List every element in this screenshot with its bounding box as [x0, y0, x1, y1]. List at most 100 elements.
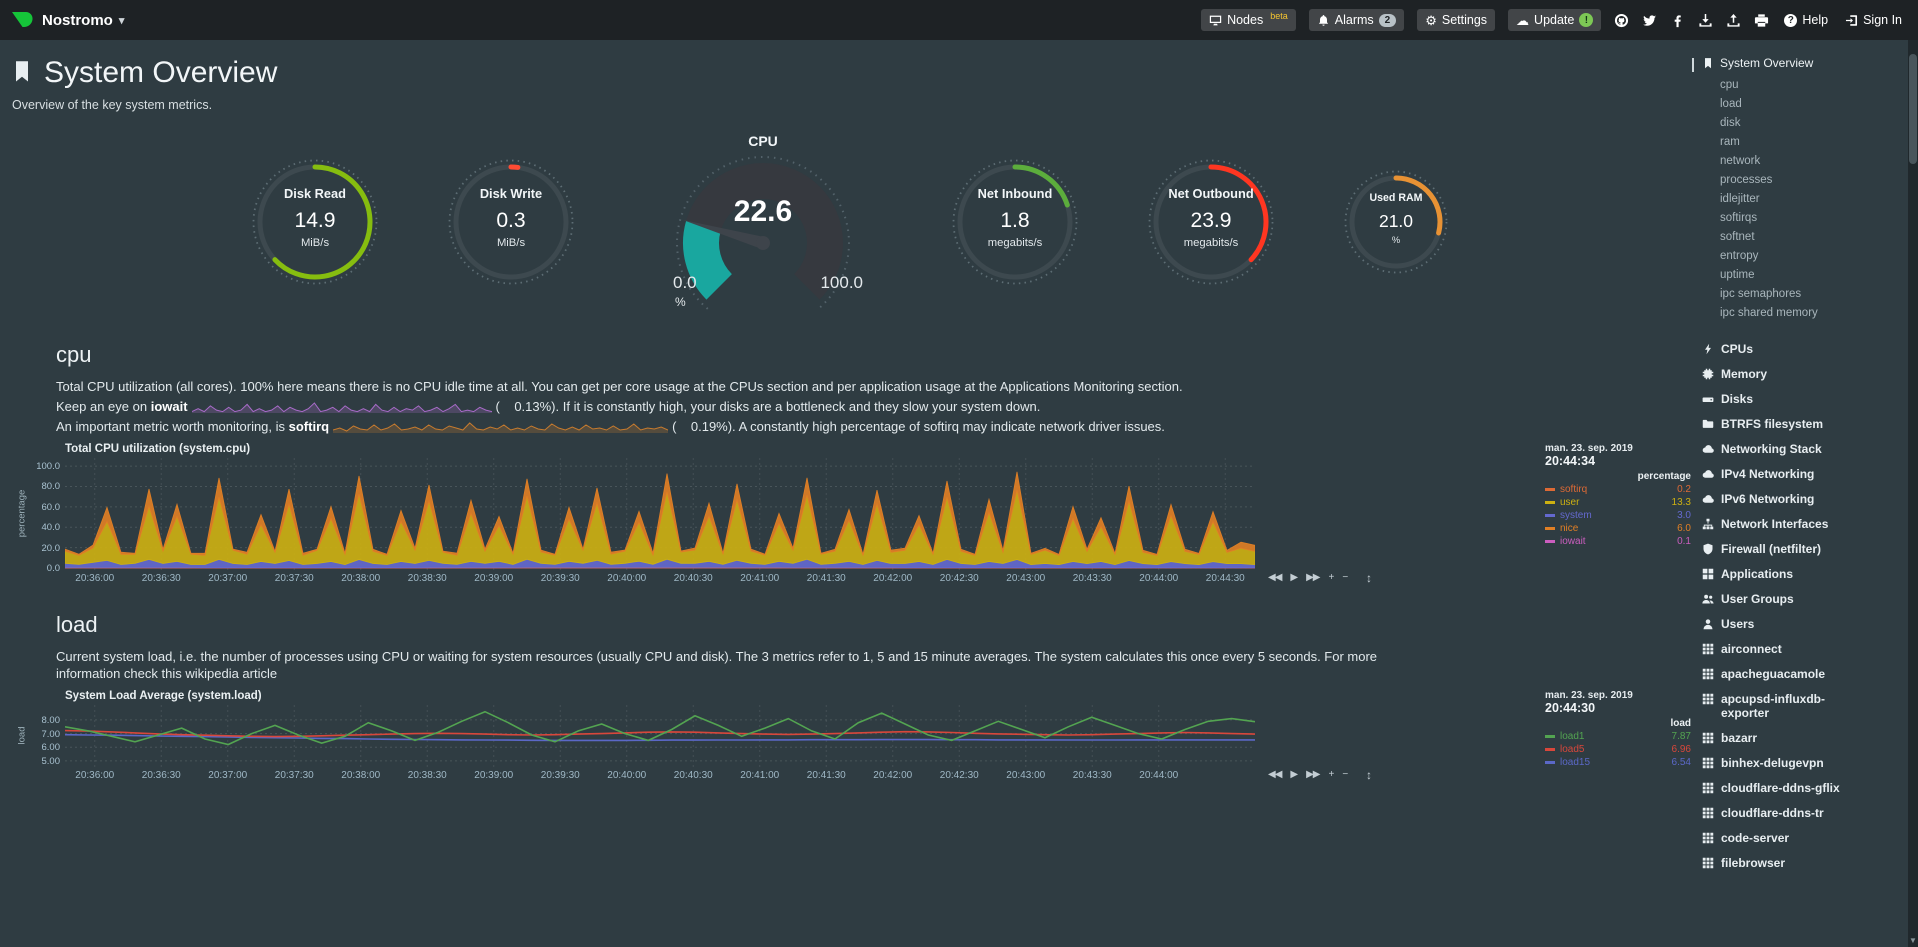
chart-legend: man. 23. sep. 2019 20:44:34 percentage soft…: [1545, 443, 1691, 547]
x-axis-tick: 20:38:00: [341, 573, 381, 584]
sidebar-item-ipc-shared-memory[interactable]: ipc shared memory: [1720, 307, 1818, 319]
sidebar-item-networking-stack[interactable]: Networking Stack: [1702, 437, 1900, 462]
cloud-icon: ☁: [1516, 12, 1530, 28]
gauge-net-outbound[interactable]: Net Outbound 23.9 megabits/s: [1147, 158, 1275, 286]
chart-zoom-in-button[interactable]: +: [1328, 769, 1334, 780]
x-axis-tick: 20:41:00: [740, 770, 780, 781]
chart-zoom-out-button[interactable]: −: [1342, 572, 1348, 583]
sidebar-item-binhex-delugevpn[interactable]: binhex-delugevpn: [1702, 751, 1900, 776]
sidebar-item-airconnect[interactable]: airconnect: [1702, 637, 1900, 662]
cpu-chart[interactable]: Total CPU utilization (system.cpu) 0.0 20.…: [10, 443, 1700, 588]
sidebar-item-idlejitter[interactable]: idlejitter: [1720, 193, 1760, 205]
scrollbar-thumb[interactable]: [1909, 54, 1917, 164]
scroll-down-icon[interactable]: ▼: [1909, 936, 1917, 945]
folder-icon: [1702, 419, 1714, 428]
gauge-cpu[interactable]: CPU 22.6 0.0 100.0%: [643, 133, 883, 311]
sidebar-item-ipv6-networking[interactable]: IPv6 Networking: [1702, 487, 1900, 512]
sidebar-item-disk[interactable]: disk: [1720, 117, 1741, 129]
sidebar-item-cpu[interactable]: cpu: [1720, 79, 1739, 91]
legend-load15[interactable]: load15 6.54: [1545, 757, 1691, 768]
chart-zoom-out-button[interactable]: −: [1342, 769, 1348, 780]
sidebar-item-filebrowser[interactable]: filebrowser: [1702, 851, 1900, 876]
print-button[interactable]: [1754, 13, 1769, 28]
chart-play-button[interactable]: ▶: [1290, 572, 1298, 583]
x-axis-tick: 20:39:00: [474, 770, 514, 781]
sidebar-item-ram[interactable]: ram: [1720, 136, 1740, 148]
y-axis-title: percentage: [16, 489, 28, 538]
shield-icon: [1703, 543, 1713, 555]
gauge-disk-read[interactable]: Disk Read 14.9 MiB/s: [251, 158, 379, 286]
gauge-unit: %: [1391, 234, 1401, 245]
sidebar-item-cpus[interactable]: CPUs: [1702, 337, 1900, 362]
sidebar-item-network[interactable]: network: [1720, 155, 1761, 167]
legend-iowait[interactable]: iowait 0.1: [1545, 536, 1691, 547]
sidebar-item-bazarr[interactable]: bazarr: [1702, 726, 1900, 751]
sidebar-item-entropy[interactable]: entropy: [1720, 250, 1759, 262]
x-axis-tick: 20:40:30: [673, 770, 713, 781]
legend-load5[interactable]: load5 6.96: [1545, 744, 1691, 755]
chart-resize-handle[interactable]: ↕: [1366, 768, 1372, 782]
upload-button[interactable]: [1726, 13, 1741, 28]
th-icon: [1702, 807, 1714, 819]
chart-pan-right-button[interactable]: ▶▶: [1306, 572, 1320, 583]
update-label: Update: [1534, 13, 1575, 27]
sidebar-item-ipv4-networking[interactable]: IPv4 Networking: [1702, 462, 1900, 487]
download-button[interactable]: [1698, 13, 1713, 28]
chart-zoom-in-button[interactable]: +: [1328, 572, 1334, 583]
sidebar-item-load[interactable]: load: [1720, 98, 1742, 110]
hdd-icon: [1702, 397, 1714, 402]
sidebar-item-label: cloudflare-ddns-tr: [1721, 806, 1824, 820]
sidebar-item-processes[interactable]: processes: [1720, 174, 1773, 186]
gauge-net-inbound[interactable]: Net Inbound 1.8 megabits/s: [951, 158, 1079, 286]
signin-button[interactable]: Sign In: [1843, 9, 1904, 31]
x-axis-tick: 20:41:30: [806, 573, 846, 584]
sidebar-item-apcupsd-influxdb-exporter[interactable]: apcupsd-influxdb-exporter: [1702, 687, 1900, 726]
chart-pan-left-button[interactable]: ◀◀: [1268, 769, 1282, 780]
chart-resize-handle[interactable]: ↕: [1366, 571, 1372, 585]
sidebar-item-apacheguacamole[interactable]: apacheguacamole: [1702, 662, 1900, 687]
sidebar-item-ipc-semaphores[interactable]: ipc semaphores: [1720, 288, 1802, 300]
caret-down-icon: ▾: [118, 14, 125, 27]
legend-value: 6.54: [1671, 757, 1691, 768]
sidebar-item-disks[interactable]: Disks: [1702, 387, 1900, 412]
sidebar-item-softnet[interactable]: softnet: [1720, 231, 1755, 243]
sidebar-item-btrfs-filesystem[interactable]: BTRFS filesystem: [1702, 412, 1900, 437]
gauge-used-ram[interactable]: Used RAM 21.0%: [1343, 169, 1449, 275]
sidebar-item-users[interactable]: Users: [1702, 612, 1900, 637]
help-button[interactable]: ? Help: [1782, 9, 1830, 31]
sidebar-item-uptime[interactable]: uptime: [1720, 269, 1755, 281]
sidebar-item-user-groups[interactable]: User Groups: [1702, 587, 1900, 612]
sidebar-item-code-server[interactable]: code-server: [1702, 826, 1900, 851]
netdata-logo[interactable]: [10, 8, 34, 32]
sidebar-item-cloudflare-ddns-gflix[interactable]: cloudflare-ddns-gflix: [1702, 776, 1900, 801]
x-axis-tick: 20:42:00: [873, 573, 913, 584]
legend-user[interactable]: user 13.3: [1545, 497, 1691, 508]
legend-nice[interactable]: nice 6.0: [1545, 523, 1691, 534]
x-axis-tick: 20:37:00: [208, 770, 248, 781]
github-button[interactable]: [1614, 13, 1629, 28]
load-chart[interactable]: System Load Average (system.load) 5.00 6.0…: [10, 690, 1700, 785]
chart-play-button[interactable]: ▶: [1290, 769, 1298, 780]
hostname-dropdown[interactable]: Nostromo ▾: [42, 12, 124, 29]
alarms-button[interactable]: Alarms 2: [1308, 9, 1405, 31]
legend-load1[interactable]: load1 7.87: [1545, 731, 1691, 742]
sidebar-item-firewall-netfilter[interactable]: Firewall (netfilter): [1702, 537, 1900, 562]
sidebar-item-memory[interactable]: Memory: [1702, 362, 1900, 387]
sidebar-item-softirqs[interactable]: softirqs: [1720, 212, 1758, 224]
sidebar-item-network-interfaces[interactable]: Network Interfaces: [1702, 512, 1900, 537]
update-button[interactable]: ☁ Update !: [1508, 9, 1602, 31]
facebook-button[interactable]: [1670, 13, 1685, 28]
settings-button[interactable]: ⚙ Settings: [1417, 9, 1496, 31]
chart-pan-left-button[interactable]: ◀◀: [1268, 572, 1282, 583]
sidebar-item-system-overview[interactable]: System Overview: [1702, 56, 1900, 70]
chart-pan-right-button[interactable]: ▶▶: [1306, 769, 1320, 780]
sidebar-item-applications[interactable]: Applications: [1702, 562, 1900, 587]
legend-softirq[interactable]: softirq 0.2: [1545, 484, 1691, 495]
x-axis-tick: 20:40:30: [673, 573, 713, 584]
sidebar-item-cloudflare-ddns-tr[interactable]: cloudflare-ddns-tr: [1702, 801, 1900, 826]
twitter-button[interactable]: [1642, 13, 1657, 28]
gauge-disk-write[interactable]: Disk Write 0.3 MiB/s: [447, 158, 575, 286]
page-scrollbar[interactable]: ▼: [1908, 40, 1918, 947]
legend-system[interactable]: system 3.0: [1545, 510, 1691, 521]
nodes-button[interactable]: Nodes beta: [1201, 9, 1296, 31]
